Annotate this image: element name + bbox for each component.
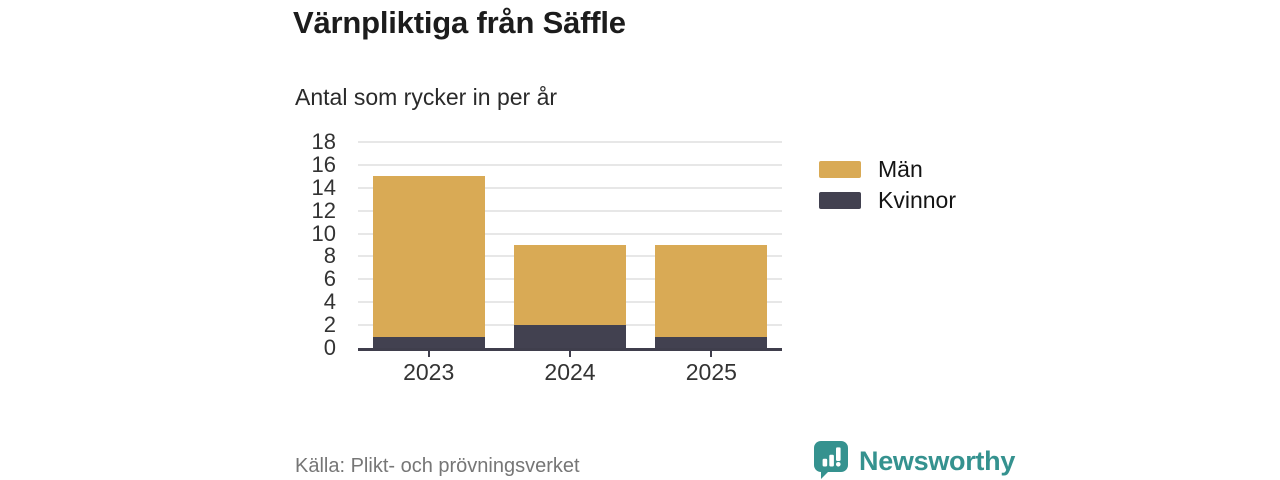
newsworthy-wordmark: Newsworthy (859, 446, 1016, 476)
bar-segment-2023-män (372, 176, 485, 337)
newsworthy-logo-icon (814, 441, 848, 479)
y-tick-label-2: 2 (323, 312, 336, 338)
x-tick-label-2023: 2023 (403, 359, 455, 385)
legend-label-män: Män (878, 156, 923, 182)
y-tick-label-18: 18 (311, 129, 336, 154)
y-tick-label-0: 0 (323, 335, 336, 360)
y-tick-label-8: 8 (323, 243, 336, 269)
gridline-y14 (358, 186, 782, 189)
y-axis-labels: 0 2 4 6 8 10 12 14 16 18 (288, 129, 346, 360)
gridline-y10 (358, 232, 782, 235)
y-tick-label-14: 14 (311, 174, 336, 200)
y-tick-label-10: 10 (311, 220, 336, 246)
y-tick-label-16: 16 (311, 151, 336, 177)
x-axis-line (358, 348, 782, 351)
gridline-y18 (358, 141, 782, 143)
y-tick-label-4: 4 (323, 289, 336, 315)
logo-bar-chart-glyph (822, 447, 841, 467)
x-tick-mark-2023 (427, 351, 430, 357)
chart-title: Värnpliktiga från Säffle (293, 5, 626, 40)
x-tick-mark-2024 (569, 351, 571, 357)
legend-swatch-kvinnor (819, 192, 861, 209)
legend-item-kvinnor: Kvinnor (819, 187, 956, 213)
bar-segment-2024-män (514, 245, 626, 326)
source-note: Källa: Plikt- och prövningsverket (295, 455, 580, 477)
bar-segment-2024-kvinnor (514, 325, 626, 348)
legend-label-kvinnor: Kvinnor (878, 187, 956, 213)
bar-segment-2023-kvinnor (372, 336, 485, 348)
bar-segment-2025-kvinnor (655, 336, 768, 348)
x-tick-label-2024: 2024 (544, 359, 596, 385)
plot-area (358, 141, 782, 357)
x-axis-labels: 2023 2024 2025 (358, 359, 782, 389)
x-tick-mark-2025 (710, 351, 713, 357)
y-tick-label-6: 6 (323, 266, 336, 292)
chart-legend: Män Kvinnor (819, 156, 956, 223)
bar-segment-2025-män (655, 245, 768, 337)
x-tick-label-2025: 2025 (685, 359, 737, 385)
y-tick-label-12: 12 (311, 197, 336, 223)
legend-item-män: Män (819, 156, 956, 182)
newsworthy-brand: Newsworthy (813, 440, 1015, 480)
legend-swatch-män (819, 161, 861, 178)
gridline-y16 (358, 163, 782, 166)
chart-subtitle: Antal som rycker in per år (295, 84, 558, 110)
gridline-y12 (358, 209, 782, 212)
